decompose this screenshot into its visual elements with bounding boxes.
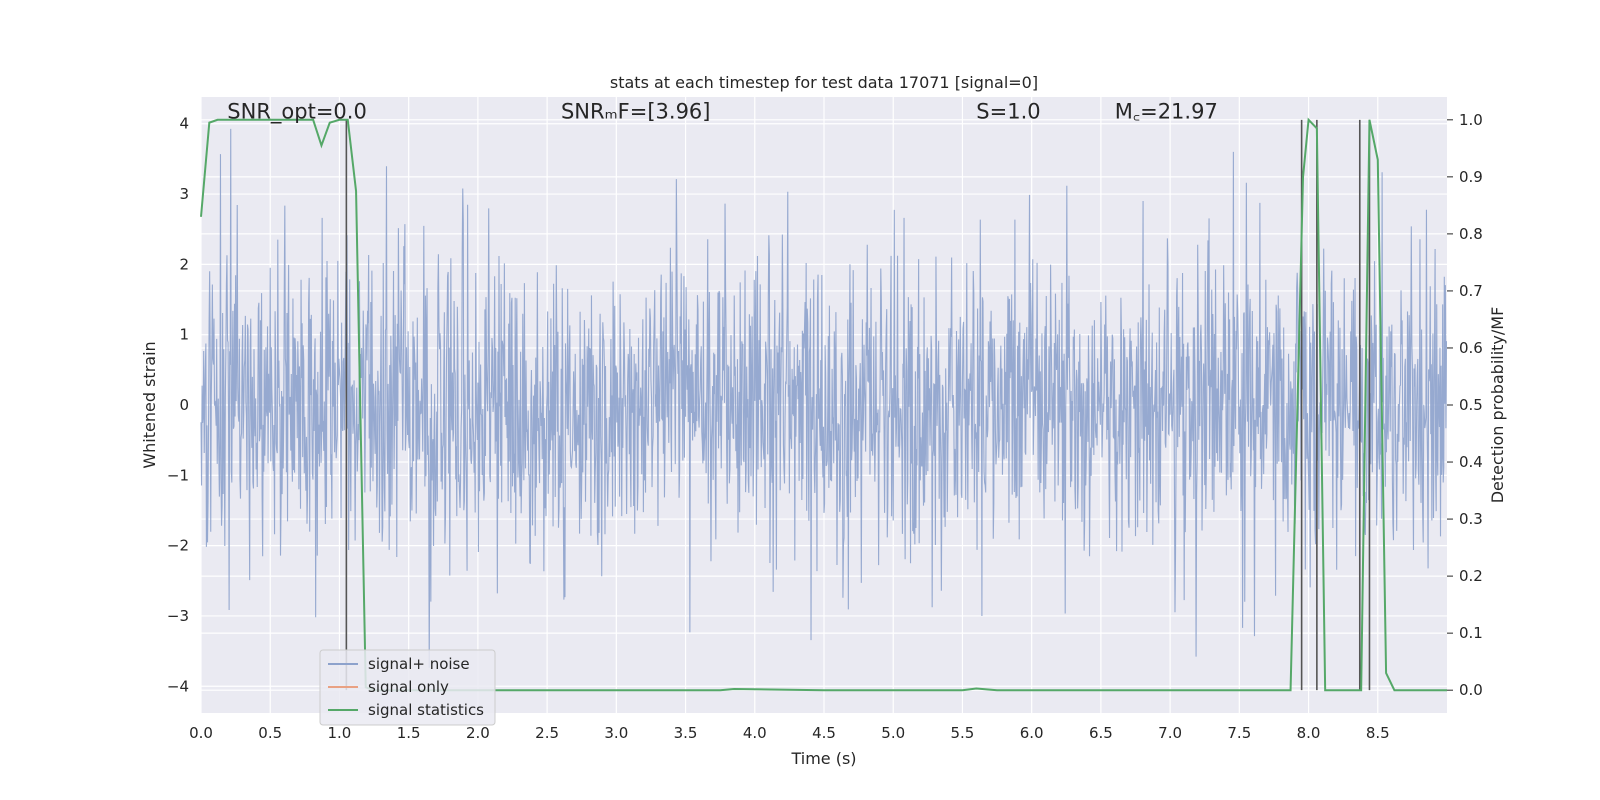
y-right-tick-label: 0.8 xyxy=(1459,225,1483,243)
y-left-tick-label: 2 xyxy=(179,255,189,273)
x-tick-label: 1.5 xyxy=(397,724,421,742)
signal-noise-series xyxy=(200,128,1448,668)
x-tick-label: 4.5 xyxy=(812,724,836,742)
annotation-s-stat: S=1.0 xyxy=(976,100,1040,124)
y-right-tick-label: 0.1 xyxy=(1459,624,1483,642)
y-left-tick-label: 4 xyxy=(179,115,189,133)
series-signal-statistics-line xyxy=(200,117,1447,692)
legend-label: signal statistics xyxy=(368,701,484,719)
x-tick-label: 2.5 xyxy=(535,724,559,742)
y-left-tick-label: 0 xyxy=(179,396,189,414)
y-left-tick-label: 3 xyxy=(179,185,189,203)
x-tick-label: 6.0 xyxy=(1020,724,1044,742)
annotation-mchirp: M꜀=21.97 xyxy=(1115,100,1218,124)
annotation-snr-opt: SNR_opt=0.0 xyxy=(227,100,367,125)
y-right-tick-label: 0.0 xyxy=(1459,681,1483,699)
ticks: 0.0 0.5 1.0 1.5 2.0 2.5 3.0 3.5 4.0 4.5 5.0 5.5 6.0 6… xyxy=(167,111,1483,742)
x-tick-label: 7.0 xyxy=(1158,724,1182,742)
grid xyxy=(200,97,1447,713)
legend: signal+ noise signal only signal statistic… xyxy=(319,649,496,726)
x-tick-label: 4.0 xyxy=(743,724,767,742)
y-right-tick-label: 0.5 xyxy=(1459,396,1483,414)
y-right-tick-label: 0.6 xyxy=(1459,339,1483,357)
legend-box xyxy=(319,649,496,726)
y-right-tick-label: 0.2 xyxy=(1459,567,1483,585)
y-left-tick-label: −3 xyxy=(167,607,189,625)
chart-title: stats at each timestep for test data 170… xyxy=(610,73,1038,92)
x-tick-label: 8.0 xyxy=(1297,724,1321,742)
x-tick-label: 0.0 xyxy=(189,724,213,742)
y-left-tick-label: 1 xyxy=(179,326,189,344)
x-tick-label: 3.0 xyxy=(604,724,628,742)
legend-label: signal only xyxy=(368,678,449,696)
x-tick-label: 6.5 xyxy=(1089,724,1113,742)
legend-label: signal+ noise xyxy=(368,655,470,673)
x-tick-label: 0.5 xyxy=(258,724,282,742)
y-right-tick-label: 0.3 xyxy=(1459,510,1483,528)
y-right-tick-label: 1.0 xyxy=(1459,111,1483,129)
x-tick-label: 3.5 xyxy=(674,724,698,742)
x-tick-label: 5.5 xyxy=(951,724,975,742)
signal-statistics-series xyxy=(200,117,1447,692)
series-signal-noise-line xyxy=(200,128,1448,668)
y-right-tick-label: 0.9 xyxy=(1459,168,1483,186)
y-axis-label-left: Whitened strain xyxy=(140,341,159,468)
annotations: SNR_opt=0.0 SNRₘF=[3.96] S=1.0 M꜀=21.97 xyxy=(227,100,1218,125)
x-tick-label: 8.5 xyxy=(1366,724,1390,742)
x-tick-label: 7.5 xyxy=(1227,724,1251,742)
x-tick-label: 2.0 xyxy=(466,724,490,742)
y-right-tick-label: 0.7 xyxy=(1459,282,1483,300)
x-axis-label: Time (s) xyxy=(790,749,856,768)
y-axis-label-right: Detection probability/MF xyxy=(1488,307,1507,504)
detection-lines xyxy=(345,119,1371,691)
y-left-tick-label: −1 xyxy=(167,466,189,484)
y-left-tick-label: −4 xyxy=(167,677,189,695)
x-tick-label: 1.0 xyxy=(328,724,352,742)
annotation-snr-mf: SNRₘF=[3.96] xyxy=(561,100,711,124)
x-tick-label: 5.0 xyxy=(881,724,905,742)
y-left-tick-label: −2 xyxy=(167,537,189,555)
y-right-tick-label: 0.4 xyxy=(1459,453,1483,471)
